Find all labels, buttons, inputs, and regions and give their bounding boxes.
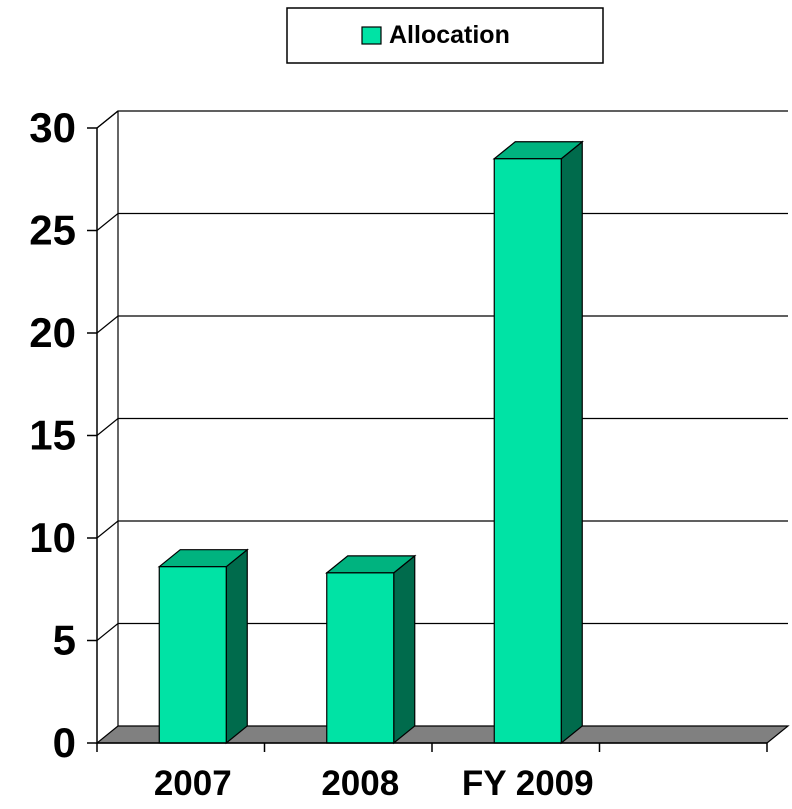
legend-label-allocation: Allocation — [389, 21, 510, 49]
gridline-15 — [96, 417, 788, 436]
gridline-25 — [96, 212, 788, 231]
x-tick-label-2008: 2008 — [321, 764, 399, 803]
bar-fy-2009 — [492, 140, 584, 745]
y-tick-label-0: 0 — [53, 719, 76, 766]
bar-side-face — [393, 554, 416, 745]
legend: Allocation — [286, 7, 604, 64]
bars — [157, 140, 584, 745]
x-tick-label-2007: 2007 — [154, 764, 232, 803]
legend-box — [286, 7, 604, 64]
x-tick-label-fy-2009: FY 2009 — [462, 764, 594, 803]
bar-front-face — [493, 158, 562, 744]
axes: 0 5 10 15 20 25 30 2007 2008 FY 2009 — [29, 104, 768, 803]
bar-front-face — [158, 566, 227, 744]
y-tick-label-10: 10 — [29, 514, 76, 561]
y-tick-label-25: 25 — [29, 207, 76, 254]
y-tick-label-30: 30 — [29, 104, 76, 151]
gridline-30 — [96, 110, 788, 129]
gridline-20 — [96, 315, 788, 334]
bar-front-face — [326, 572, 395, 744]
bar-side-face — [560, 140, 583, 745]
bar-2007 — [157, 548, 249, 745]
gridlines — [96, 110, 788, 641]
legend-swatch-allocation — [361, 26, 382, 45]
y-tick-label-20: 20 — [29, 309, 76, 356]
chart-walls — [96, 110, 119, 726]
gridline-10 — [96, 520, 788, 539]
y-tick-label-5: 5 — [53, 617, 76, 664]
y-tick-label-15: 15 — [29, 412, 76, 459]
bar-2008 — [325, 554, 417, 745]
bar-side-face — [225, 548, 248, 745]
